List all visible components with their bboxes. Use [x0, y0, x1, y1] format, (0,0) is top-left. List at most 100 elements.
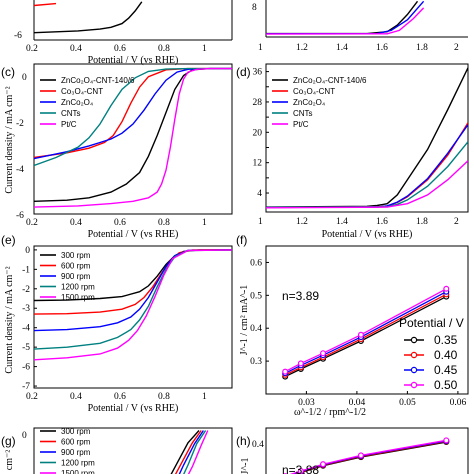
panel-b-xtick-label: 1.6 — [376, 43, 388, 53]
g-plot-series-2 — [178, 430, 204, 474]
panel-g-label: (g) — [1, 434, 16, 448]
panel-d-ytick-label: 12 — [253, 159, 263, 169]
panel-c: (c) 0 -2 -4 -6 0.2 0.4 0.6 0.8 1 Potenti… — [1, 63, 233, 240]
c-plot-series-2 — [34, 67, 232, 160]
panel-a-plot — [34, 1, 143, 34]
panel-d-yticks: 4 12 20 28 36 — [253, 68, 269, 199]
panel-f-point — [320, 350, 327, 357]
panel-e-xtick-label: 0.4 — [70, 392, 82, 402]
panel-f-legend-label: 0.50 — [434, 378, 458, 392]
panel-h-point — [357, 452, 364, 459]
panel-d-xtick-label: 1 — [258, 217, 263, 227]
panel-d-label: (d) — [236, 65, 251, 79]
e-legend-label: 1500 rpm — [61, 293, 95, 302]
b-plot-series-2 — [266, 7, 425, 35]
panel-c-plot — [34, 67, 232, 208]
panel-c-label: (c) — [1, 65, 15, 79]
panel-e-ytick-label: -3 — [22, 304, 30, 314]
panel-f-xlabel: ω^-1/2 / rpm^-1/2 — [294, 407, 366, 418]
panel-e-ytick-label: -4 — [22, 324, 30, 334]
panel-a-ytick-label: -6 — [14, 31, 22, 41]
panel-g-ylabel: cm⁻² — [4, 450, 15, 471]
panel-f-xtick-label: 0.05 — [399, 398, 416, 408]
panel-a-xlabel: Potential / V (vs RHE) — [88, 55, 179, 66]
panel-h-ytick-label: 0.4 — [252, 440, 264, 450]
e-plot-series-4 — [34, 249, 232, 361]
panel-f-label: (f) — [236, 233, 247, 247]
e-legend-label: 900 rpm — [61, 272, 91, 281]
g-legend-label: 600 rpm — [61, 438, 91, 447]
g-legend-label: 1500 rpm — [61, 469, 95, 474]
b-plot-series-1 — [266, 0, 425, 35]
panel-e-ytick-label: -1 — [22, 265, 30, 275]
panel-d-xtick-label: 1.8 — [416, 217, 428, 227]
panel-g-ytick-label: 0 — [22, 431, 27, 441]
panel-f: (f) 0.03 0.04 0.05 0.06 0.3 0.4 0.5 0.6 ω^-1/2 … — [236, 233, 469, 418]
panel-c-xtick-label: 0.4 — [70, 218, 82, 228]
panel-e-frame — [33, 245, 233, 389]
panel-b-xtick-label: 1.8 — [416, 43, 428, 53]
panel-f-xtick-label: 0.03 — [298, 398, 315, 408]
panel-f-legend-title: Potential / V — [399, 316, 464, 330]
panel-f-ytick-label: 0.6 — [250, 258, 262, 268]
panel-e-xtick-label: 0.8 — [158, 392, 170, 402]
panel-f-ytick-label: 0.4 — [250, 324, 262, 334]
panel-f-xtick-label: 0.04 — [349, 398, 366, 408]
panel-f-legend-marker — [410, 336, 418, 344]
panel-c-xlabel: Potential / V (vs RHE) — [88, 229, 179, 240]
panel-b-xtick-label: 1.2 — [296, 43, 308, 53]
panel-f-legend-marker — [410, 366, 418, 374]
panel-c-ytick-label: -2 — [16, 119, 24, 129]
panel-d-plot — [266, 67, 468, 209]
e-legend-label: 1200 rpm — [61, 283, 95, 292]
panel-f-legend-label: 0.35 — [434, 333, 458, 347]
panel-e: (e) 0 -1 -2 -3 -4 -5 -6 -7 0.2 0.4 0.6 0.8 1 Po… — [1, 233, 233, 414]
c-legend-label: ZnCo₂O₄ — [61, 98, 93, 107]
panel-f-ytick-label: 0.3 — [250, 357, 262, 367]
panel-e-label: (e) — [1, 233, 16, 247]
panel-f-plot — [282, 285, 450, 380]
d-legend-label: CNTs — [293, 109, 313, 118]
panel-b-xtick-label: 2 — [454, 43, 459, 53]
g-legend-label: 900 rpm — [61, 448, 91, 457]
panel-e-plot — [34, 249, 232, 361]
panel-c-xtick-label: 0.2 — [26, 218, 38, 228]
panel-d-frame — [265, 63, 469, 213]
panel-f-point — [443, 285, 450, 292]
panel-d-ytick-label: 36 — [253, 68, 263, 78]
panel-e-xlabel: Potential / V (vs RHE) — [88, 403, 179, 414]
panel-d-xtick-label: 1.2 — [296, 217, 308, 227]
g-plot-series-4 — [187, 430, 209, 474]
panel-e-ytick-label: -5 — [22, 343, 30, 353]
panel-d-ytick-label: 28 — [253, 98, 263, 108]
panel-e-ytick-label: -6 — [22, 363, 30, 373]
g-legend-label: 1200 rpm — [61, 459, 95, 468]
panel-d-legend: ZnCo₂O₄-CNT-140/6 Co₃O₄-CNT ZnCo₂O₄ CNTs Pt/… — [272, 76, 367, 129]
panel-c-frame — [33, 63, 233, 215]
c-legend-label: Co₃O₄-CNT — [61, 87, 103, 96]
panel-h-frame — [265, 427, 469, 474]
panel-f-ylabel: J^-1 / cm² mA^-1 — [239, 285, 250, 355]
panel-f-point — [357, 331, 364, 338]
panel-h-label: (h) — [236, 434, 251, 448]
panel-c-ytick-label: 0 — [22, 73, 27, 83]
e-legend-label: 300 rpm — [61, 251, 91, 260]
d-legend-label: Pt/C — [293, 120, 309, 129]
d-plot-series-2 — [266, 124, 468, 209]
panel-f-point — [297, 360, 304, 367]
panel-a-xtick-label: 0.6 — [114, 44, 126, 54]
panel-f-legend-label: 0.40 — [434, 348, 458, 362]
c-plot-series-3 — [34, 67, 232, 167]
panel-e-ytick-label: 0 — [25, 246, 30, 256]
panel-f-legend-marker — [410, 351, 418, 359]
d-plot-series-0 — [266, 67, 468, 208]
panel-c-ytick-label: -4 — [16, 165, 24, 175]
panel-g-frame — [33, 427, 233, 474]
panel-f-ytick-label: 0.5 — [250, 291, 262, 301]
panel-e-ylabel: Current density / mA cm⁻² — [4, 266, 15, 373]
panel-e-ytick-label: -2 — [22, 285, 30, 295]
